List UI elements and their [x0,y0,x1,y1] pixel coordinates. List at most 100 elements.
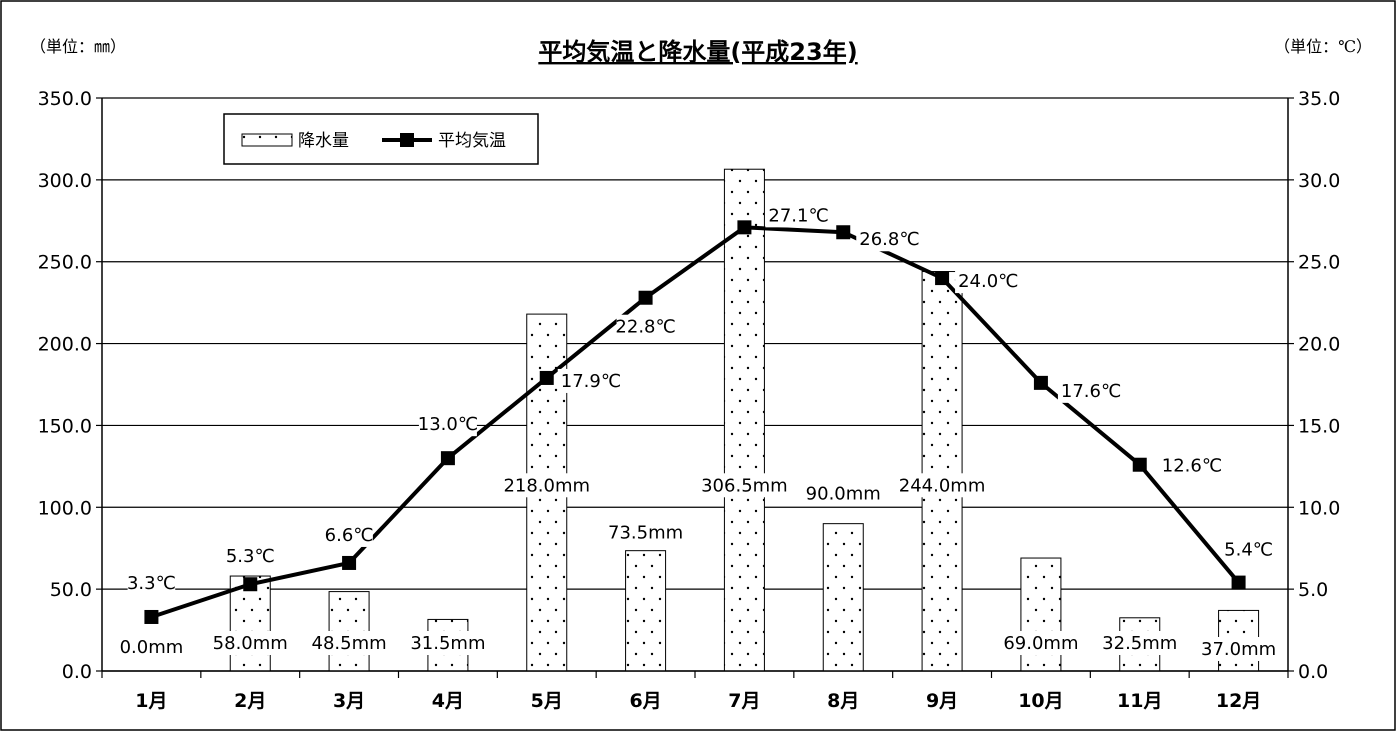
right-unit-label: （単位：℃） [1274,37,1372,56]
precipitation-label: 0.0mm [120,637,184,658]
precipitation-label-bg [611,520,680,545]
precipitation-label: 32.5mm [1102,633,1177,654]
y-left-tick-label: 350.0 [38,88,92,110]
x-tick-label: 2月 [234,690,266,712]
y-right-tick-label: 15.0 [1298,415,1340,437]
y-right-tick-label: 25.0 [1298,252,1340,274]
temperature-label-bg [557,368,616,393]
y-right-tick-label: 20.0 [1298,334,1340,356]
temperature-point [1231,575,1246,590]
x-tick-label: 10月 [1018,690,1063,712]
temperature-label: 5.3℃ [226,546,275,567]
temperature-label-bg [1158,453,1217,478]
precipitation-bar [822,523,864,672]
x-tick-label: 8月 [827,690,859,712]
temperature-point [836,225,851,240]
precipitation-label: 306.5mm [701,475,788,496]
temperature-label: 6.6℃ [325,525,374,546]
temperature-point [638,290,653,305]
precipitation-label: 218.0mm [503,475,590,496]
y-right-tick-label: 5.0 [1298,579,1328,601]
precipitation-label-bg [507,473,587,498]
y-right-tick-label: 10.0 [1298,497,1340,519]
precipitation-label-bg [1204,637,1273,661]
temperature-point [144,609,159,624]
precipitation-label: 69.0mm [1003,633,1078,654]
left-unit-label: （単位：㎜） [30,37,126,56]
temperature-point [737,220,752,235]
precipitation-label-bg [314,631,384,655]
temperature-label-bg [226,544,275,569]
temperature-label: 13.0℃ [418,414,478,435]
axes: 0.0 50.0 100.0 150.0 200.0 250.0 300.0 350.0 0.0… [38,88,1341,712]
x-tick-label: 5月 [531,690,563,712]
y-left-tick-label: 250.0 [38,252,92,274]
temperature-label: 17.6℃ [1061,381,1121,402]
temperature-label-bg [325,522,373,547]
precipitation-label-bg [1006,631,1076,655]
temperature-line [144,220,1246,624]
temperature-label-bg [1224,537,1273,562]
x-tick-label: 4月 [432,690,464,712]
y-left-tick-label: 50.0 [50,579,92,601]
precipitation-bar [723,168,765,672]
temperature-point [1033,375,1048,390]
precipitation-label-bg [216,631,285,655]
temperature-label: 5.4℃ [1224,540,1273,561]
temperature-label: 24.0℃ [958,271,1018,292]
legend-marker-swatch [400,133,414,147]
y-left-tick-label: 0.0 [62,661,92,683]
precipitation-label: 58.0mm [213,633,288,654]
precipitation-label: 48.5mm [312,633,387,654]
precipitation-label: 90.0mm [806,484,881,505]
temperature-label-bg [418,412,477,437]
temperature-label-bg [765,203,824,228]
precipitation-label-bg [413,631,483,655]
precipitation-label: 73.5mm [608,523,683,544]
temperature-point [1132,457,1147,472]
x-tick-label: 1月 [135,690,167,712]
precipitation-bar [229,575,271,672]
precipitation-label-bg [1105,631,1174,655]
y-right-tick-label: 35.0 [1298,88,1340,110]
y-right-tick-label: 0.0 [1298,661,1328,683]
y-left-tick-label: 100.0 [38,497,92,519]
x-tick-label: 9月 [926,690,958,712]
temperature-point [935,271,950,286]
precipitation-label: 31.5mm [410,633,485,654]
temperature-line-path [150,225,1241,619]
y-left-tick-label: 150.0 [38,415,92,437]
data-labels: 0.0mm 58.0mm 48.5mm 31.5mm 218.0mm 73.5mm 306.… [120,203,1276,661]
temperature-label: 22.8℃ [615,317,675,338]
legend-label-precipitation: 降水量 [298,131,349,151]
temperature-label: 26.8℃ [859,229,919,250]
temperature-label: 12.6℃ [1162,456,1222,477]
precipitation-label: 37.0mm [1201,639,1276,660]
x-tick-label: 7月 [728,690,760,712]
x-tick-label: 12月 [1216,690,1261,712]
precipitation-bar [921,271,963,672]
temperature-label-bg [616,314,675,339]
x-tick-label: 11月 [1117,690,1162,712]
legend-bar-swatch [241,133,293,147]
precipitation-label-bg [809,481,878,506]
legend: 降水量 平均気温 [223,113,539,165]
temperature-point [440,451,455,466]
temperature-label-bg [127,570,176,595]
temperature-point [342,555,357,570]
temperature-point [539,370,554,385]
precipitation-label: 244.0mm [899,475,986,496]
legend-label-temperature: 平均気温 [438,131,506,151]
x-tick-label: 3月 [333,690,365,712]
y-left-tick-label: 200.0 [38,334,92,356]
temperature-label: 17.9℃ [561,371,621,392]
precipitation-label-bg [122,635,181,659]
y-left-tick-label: 300.0 [38,170,92,192]
temperature-label: 3.3℃ [127,573,176,594]
precipitation-label-bg [902,473,982,498]
x-tick-label: 6月 [629,690,661,712]
temperature-label-bg [955,269,1014,294]
temperature-label-bg [1057,378,1116,403]
